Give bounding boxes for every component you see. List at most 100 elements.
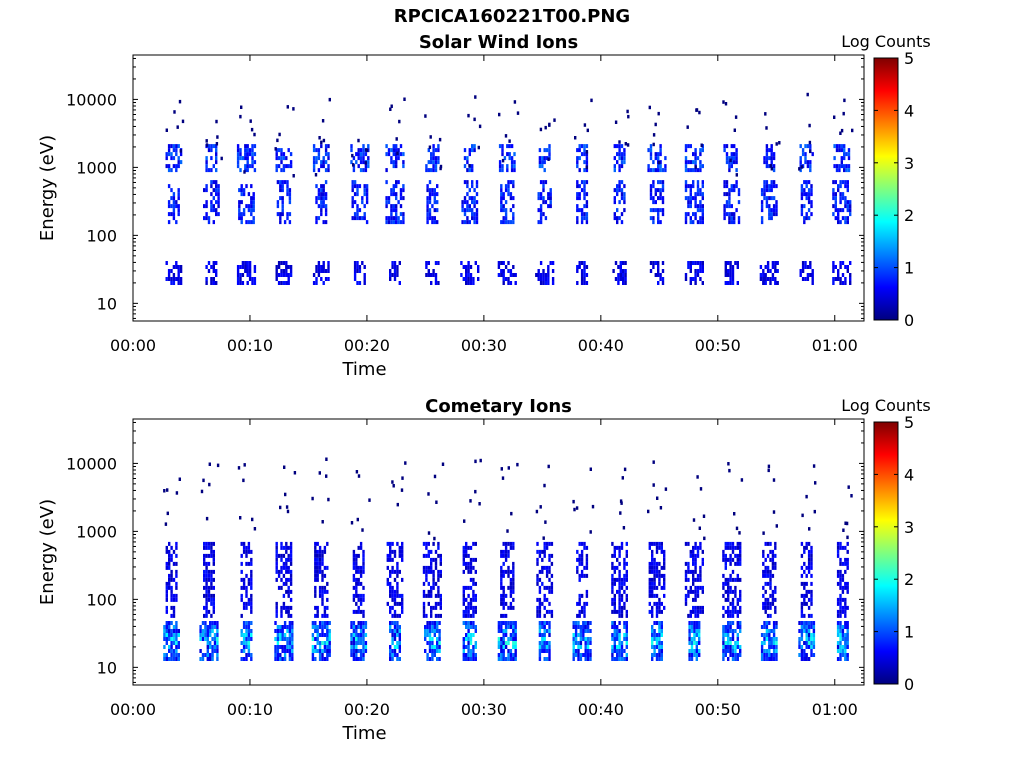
- heatmap-cell: [397, 156, 400, 161]
- heatmap-cell: [247, 633, 251, 637]
- heatmap-cell: [437, 156, 440, 161]
- heatmap-cell: [462, 277, 465, 281]
- heatmap-cell: [352, 641, 356, 645]
- heatmap-cell: [217, 204, 220, 209]
- heatmap-cell: [211, 649, 214, 653]
- heatmap-cell: [578, 553, 581, 558]
- heatmap-cell: [350, 633, 353, 637]
- heatmap-cell: [389, 541, 392, 546]
- heatmap-cell: [326, 597, 329, 602]
- heatmap-cell: [578, 156, 581, 161]
- heatmap-cell: [203, 545, 206, 550]
- heatmap-cell: [359, 649, 363, 653]
- heatmap-cell: [426, 633, 429, 637]
- heatmap-cell: [207, 553, 211, 558]
- heatmap-cell: [438, 637, 441, 641]
- heatmap-cell: [472, 653, 475, 657]
- heatmap-cell: [694, 541, 697, 546]
- heatmap-cell: [507, 220, 510, 225]
- heatmap-cell: [698, 633, 701, 637]
- heatmap-cell: [210, 265, 213, 269]
- heatmap-cell: [731, 637, 735, 641]
- heatmap-cell: [771, 601, 775, 606]
- heatmap-cell: [430, 273, 433, 277]
- heatmap-cell: [465, 541, 468, 546]
- heatmap-cell: [535, 509, 539, 514]
- heatmap-cell: [813, 509, 816, 514]
- heatmap-cell: [839, 593, 842, 598]
- heatmap-cell: [649, 261, 653, 265]
- heatmap-cell: [395, 208, 398, 213]
- heatmap-cell: [583, 609, 586, 614]
- heatmap-cell: [320, 184, 323, 189]
- heatmap-cell: [397, 220, 400, 225]
- heatmap-cell: [386, 601, 389, 606]
- heatmap-cell: [760, 657, 764, 661]
- heatmap-cell: [805, 545, 808, 550]
- heatmap-cell: [389, 569, 392, 574]
- heatmap-cell: [239, 148, 242, 153]
- heatmap-cell: [576, 269, 579, 273]
- heatmap-cell: [393, 629, 397, 633]
- heatmap-cell: [358, 208, 362, 213]
- heatmap-cell: [280, 168, 283, 173]
- heatmap-cell: [430, 565, 433, 570]
- heatmap-cell: [812, 625, 816, 629]
- heatmap-cell: [437, 577, 440, 582]
- heatmap-cell: [538, 164, 542, 169]
- heatmap-cell: [770, 152, 773, 157]
- heatmap-cell: [165, 629, 168, 633]
- heatmap-cell: [280, 261, 283, 265]
- heatmap-cell: [763, 657, 766, 661]
- heatmap-cell: [580, 152, 584, 157]
- heatmap-cell: [737, 192, 741, 197]
- heatmap-cell: [774, 261, 777, 265]
- heatmap-cell: [167, 184, 171, 189]
- heatmap-cell: [727, 629, 730, 633]
- heatmap-cell: [844, 569, 847, 574]
- heatmap-cell: [167, 269, 171, 273]
- heatmap-cell: [722, 629, 725, 633]
- heatmap-cell: [326, 629, 329, 633]
- heatmap-cell: [175, 164, 178, 169]
- heatmap-cell: [514, 653, 517, 657]
- heatmap-cell: [401, 609, 404, 614]
- heatmap-cell: [812, 637, 816, 641]
- heatmap-cell: [692, 212, 695, 217]
- heatmap-cell: [513, 100, 517, 104]
- heatmap-cell: [177, 645, 180, 649]
- heatmap-cell: [213, 645, 217, 649]
- heatmap-cell: [585, 557, 589, 562]
- heatmap-cell: [396, 502, 399, 507]
- heatmap-cell: [689, 196, 692, 201]
- heatmap-cell: [613, 581, 616, 586]
- heatmap-cell: [839, 208, 842, 213]
- heatmap-cell: [663, 553, 666, 558]
- heatmap-cell: [430, 549, 433, 554]
- heatmap-cell: [279, 184, 282, 189]
- heatmap-cell: [840, 156, 843, 161]
- heatmap-cell: [611, 637, 614, 641]
- heatmap-cell: [507, 261, 510, 265]
- heatmap-cell: [321, 569, 324, 574]
- heatmap-cell: [434, 561, 438, 566]
- heatmap-cell: [326, 645, 329, 649]
- heatmap-cell: [844, 545, 847, 550]
- heatmap-cell: [320, 208, 323, 213]
- heatmap-cell: [322, 200, 325, 205]
- heatmap-cell: [396, 561, 399, 566]
- heatmap-cell: [684, 216, 688, 221]
- heatmap-cell: [651, 569, 654, 574]
- heatmap-cell: [357, 545, 360, 550]
- heatmap-cell: [287, 277, 290, 281]
- heatmap-cell: [248, 273, 252, 277]
- heatmap-cell: [655, 569, 659, 574]
- heatmap-cell: [321, 573, 324, 578]
- heatmap-cell: [728, 200, 731, 205]
- heatmap-cell: [572, 645, 575, 649]
- heatmap-cell: [326, 621, 329, 625]
- heatmap-cell: [399, 144, 403, 149]
- heatmap-cell: [538, 549, 542, 554]
- heatmap-cell: [764, 541, 767, 546]
- heatmap-cell: [536, 541, 539, 546]
